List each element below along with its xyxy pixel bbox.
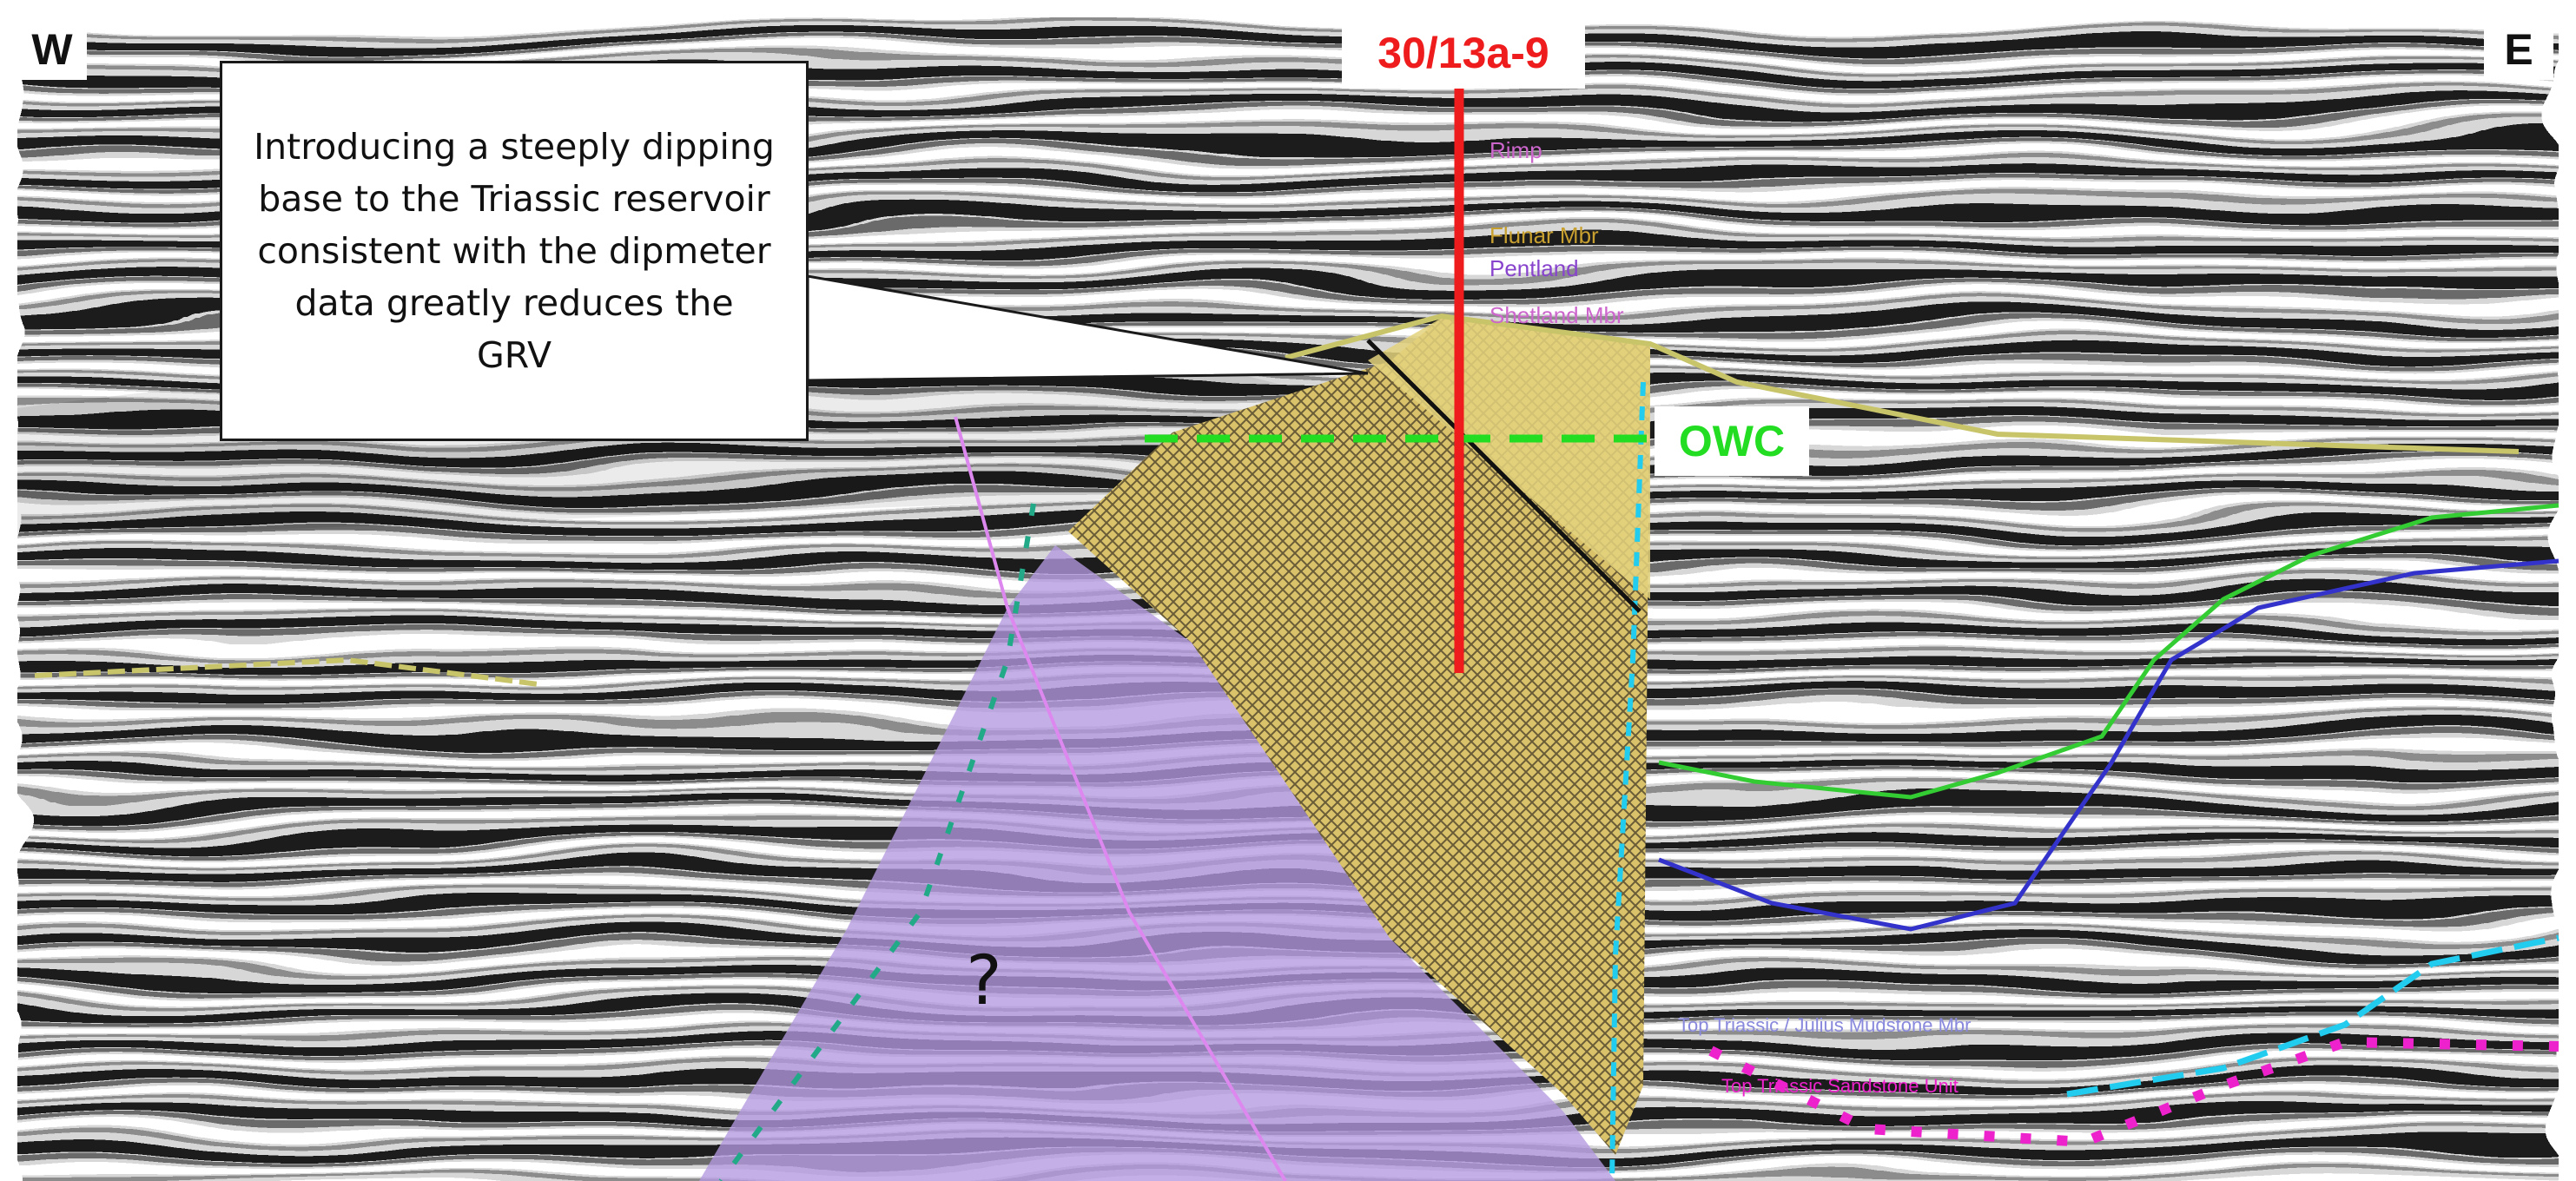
east-direction-label: E (2484, 19, 2553, 80)
cyan-horizon (2066, 934, 2559, 1098)
reservoir-crest-fill (1368, 318, 1650, 599)
well-name-label: 30/13a-9 (1342, 17, 1585, 89)
callout-text: Introducing a steeply dipping base to th… (254, 126, 775, 376)
unknown-zone-label: ? (966, 942, 1002, 1020)
unknown-zone (699, 545, 1615, 1181)
owc-label: OWC (1655, 406, 1809, 476)
blue-horizon (1658, 558, 2559, 932)
fault-pink (954, 416, 1287, 1181)
steep-base-line (1366, 339, 1641, 613)
well-marker-flunar: Flunar Mbr (1489, 222, 1599, 248)
deep-horizon-label-julius: Top Triassic / Julius Mudstone Mbr (1678, 1014, 1971, 1036)
reservoir-hatched (1068, 318, 1650, 1155)
well-marker-rimp: Rimp (1489, 137, 1542, 163)
west-direction-label: W (17, 19, 87, 80)
deep-horizon-label-sandstone: Top Triassic Sandstone Unit (1721, 1075, 1958, 1097)
callout-box: Introducing a steeply dipping base to th… (220, 61, 809, 441)
olive-horizon-west (34, 656, 539, 687)
green-horizon (1658, 503, 2559, 800)
fault-cyan (1609, 381, 1646, 1181)
well-marker-pentland: Pentland (1489, 255, 1579, 281)
reservoir-top-horizon (1285, 313, 2520, 454)
well-marker-shetland: Shetland Mbr (1489, 302, 1624, 328)
